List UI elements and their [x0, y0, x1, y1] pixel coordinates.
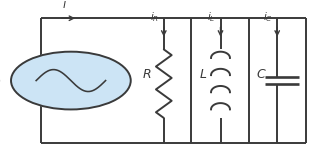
Text: $i_L$: $i_L$ [207, 10, 216, 24]
Text: $i$: $i$ [62, 0, 67, 11]
Text: $L$: $L$ [199, 68, 207, 81]
Text: $i_C$: $i_C$ [263, 10, 272, 24]
Text: $i_R$: $i_R$ [150, 10, 159, 24]
Circle shape [11, 52, 131, 109]
Text: $R$: $R$ [142, 68, 151, 81]
Text: $v(t)$: $v(t)$ [0, 74, 2, 87]
Text: $C$: $C$ [256, 68, 267, 81]
